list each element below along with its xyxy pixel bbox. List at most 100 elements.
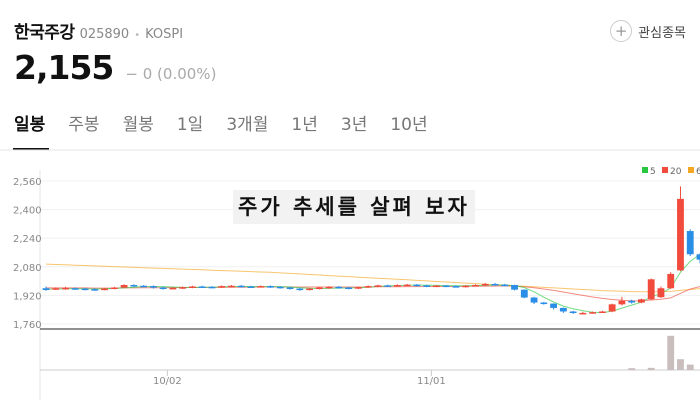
candle-body <box>267 286 274 288</box>
tab-3months[interactable]: 3개월 <box>226 115 269 135</box>
candle-body <box>149 286 157 288</box>
candle-body <box>540 302 548 305</box>
legend-swatch <box>688 167 694 173</box>
candle-body <box>208 286 216 289</box>
candle-body <box>657 288 665 298</box>
candle-body <box>686 231 694 255</box>
candle-body <box>276 286 284 289</box>
separator-dot: • <box>134 30 141 41</box>
tab-monthly[interactable]: 월봉 <box>122 115 154 135</box>
y-tick-label: 2,400 <box>13 206 42 217</box>
candle-body <box>325 286 333 289</box>
candle-body <box>413 284 421 287</box>
candle-body <box>667 273 675 289</box>
candle-body <box>589 312 597 314</box>
candle-body <box>481 283 489 286</box>
watchlist-label: 관심종목 <box>638 25 686 41</box>
legend-label: 20 <box>670 167 682 177</box>
candle-body <box>218 286 226 288</box>
candle-body <box>384 285 392 287</box>
y-tick-label: 1,920 <box>13 291 42 302</box>
candle-body <box>228 285 235 288</box>
candle-body <box>306 288 313 291</box>
candle-body <box>364 286 372 288</box>
legend-label: 60 <box>696 167 700 177</box>
candle-body <box>354 287 362 289</box>
legend-label: 5 <box>650 167 656 177</box>
tab-1year[interactable]: 1년 <box>291 115 318 135</box>
x-tick-label: 11/01 <box>417 376 446 387</box>
price-row: 2,155 − 0 (0.00%) <box>14 48 216 87</box>
overlay-title: 주가 추세를 살펴 보자 <box>233 190 475 224</box>
market-name: KOSPI <box>145 27 184 42</box>
candle-body <box>393 285 401 287</box>
candle-body <box>247 286 255 288</box>
no-change-icon: − <box>125 65 138 83</box>
stock-code: 025890 <box>79 27 130 42</box>
candle-body <box>472 285 479 287</box>
candle-body <box>101 288 108 291</box>
candle-body <box>91 289 99 291</box>
volume-bar <box>628 368 636 370</box>
candle-body <box>110 287 118 290</box>
candle-body <box>677 198 684 271</box>
candle-body <box>501 284 509 287</box>
ma5-line <box>45 253 700 314</box>
candle-body <box>433 285 440 288</box>
candle-body <box>511 285 518 290</box>
volume-bar <box>647 367 655 370</box>
candle-body <box>81 288 89 291</box>
volume-bar <box>686 364 694 370</box>
tab-3years[interactable]: 3년 <box>340 115 368 135</box>
candle-body <box>198 286 206 288</box>
tab-daily[interactable]: 일봉 <box>12 110 50 150</box>
candle-body <box>345 287 353 290</box>
candle-body <box>628 300 636 303</box>
candle-body <box>140 285 148 288</box>
ma60-line <box>45 263 700 293</box>
candle-body <box>491 283 499 286</box>
add-watchlist-button[interactable]: + 관심종목 <box>610 20 686 42</box>
candle-body <box>42 288 50 291</box>
candle-body <box>179 287 187 289</box>
period-tabs: 일봉 주봉 월봉 1일 3개월 1년 3년 10년 <box>12 110 451 150</box>
candle-body <box>52 288 60 290</box>
price-change-value: 0 (0.00%) <box>142 65 217 83</box>
candle-body <box>559 307 567 312</box>
candle-body <box>462 285 470 288</box>
tab-1day[interactable]: 1일 <box>176 115 204 135</box>
candle-body <box>296 288 304 291</box>
volume-bar <box>677 359 684 370</box>
stock-header: 한국주강 025890 • KOSPI <box>14 18 183 48</box>
stock-name: 한국주강 <box>14 23 75 43</box>
candle-body <box>618 300 626 305</box>
legend-swatch <box>662 167 668 173</box>
candle-body <box>62 287 69 290</box>
candle-body <box>130 285 138 287</box>
candle-body <box>647 279 655 300</box>
candle-body <box>530 297 538 303</box>
candle-body <box>598 311 606 313</box>
legend-swatch <box>642 167 648 173</box>
candle-body <box>315 287 323 290</box>
x-tick-label: 10/02 <box>153 376 182 387</box>
tab-weekly[interactable]: 주봉 <box>68 115 100 135</box>
candle-body <box>403 284 411 287</box>
candle-body <box>286 287 294 290</box>
y-tick-label: 2,080 <box>13 263 42 274</box>
tab-10years[interactable]: 10년 <box>390 115 428 135</box>
candle-body <box>442 285 450 288</box>
candle-body <box>452 286 460 288</box>
candle-body <box>550 303 557 308</box>
candle-body <box>696 254 700 260</box>
candle-body <box>189 286 196 288</box>
y-tick-label: 1,760 <box>13 320 42 331</box>
volume-bar <box>667 335 675 370</box>
candle-body <box>569 311 577 313</box>
candle-body <box>237 285 245 288</box>
candle-body <box>608 304 616 312</box>
ma20-line <box>46 285 700 302</box>
y-tick-label: 2,560 <box>13 177 42 188</box>
plus-icon: + <box>610 20 633 42</box>
